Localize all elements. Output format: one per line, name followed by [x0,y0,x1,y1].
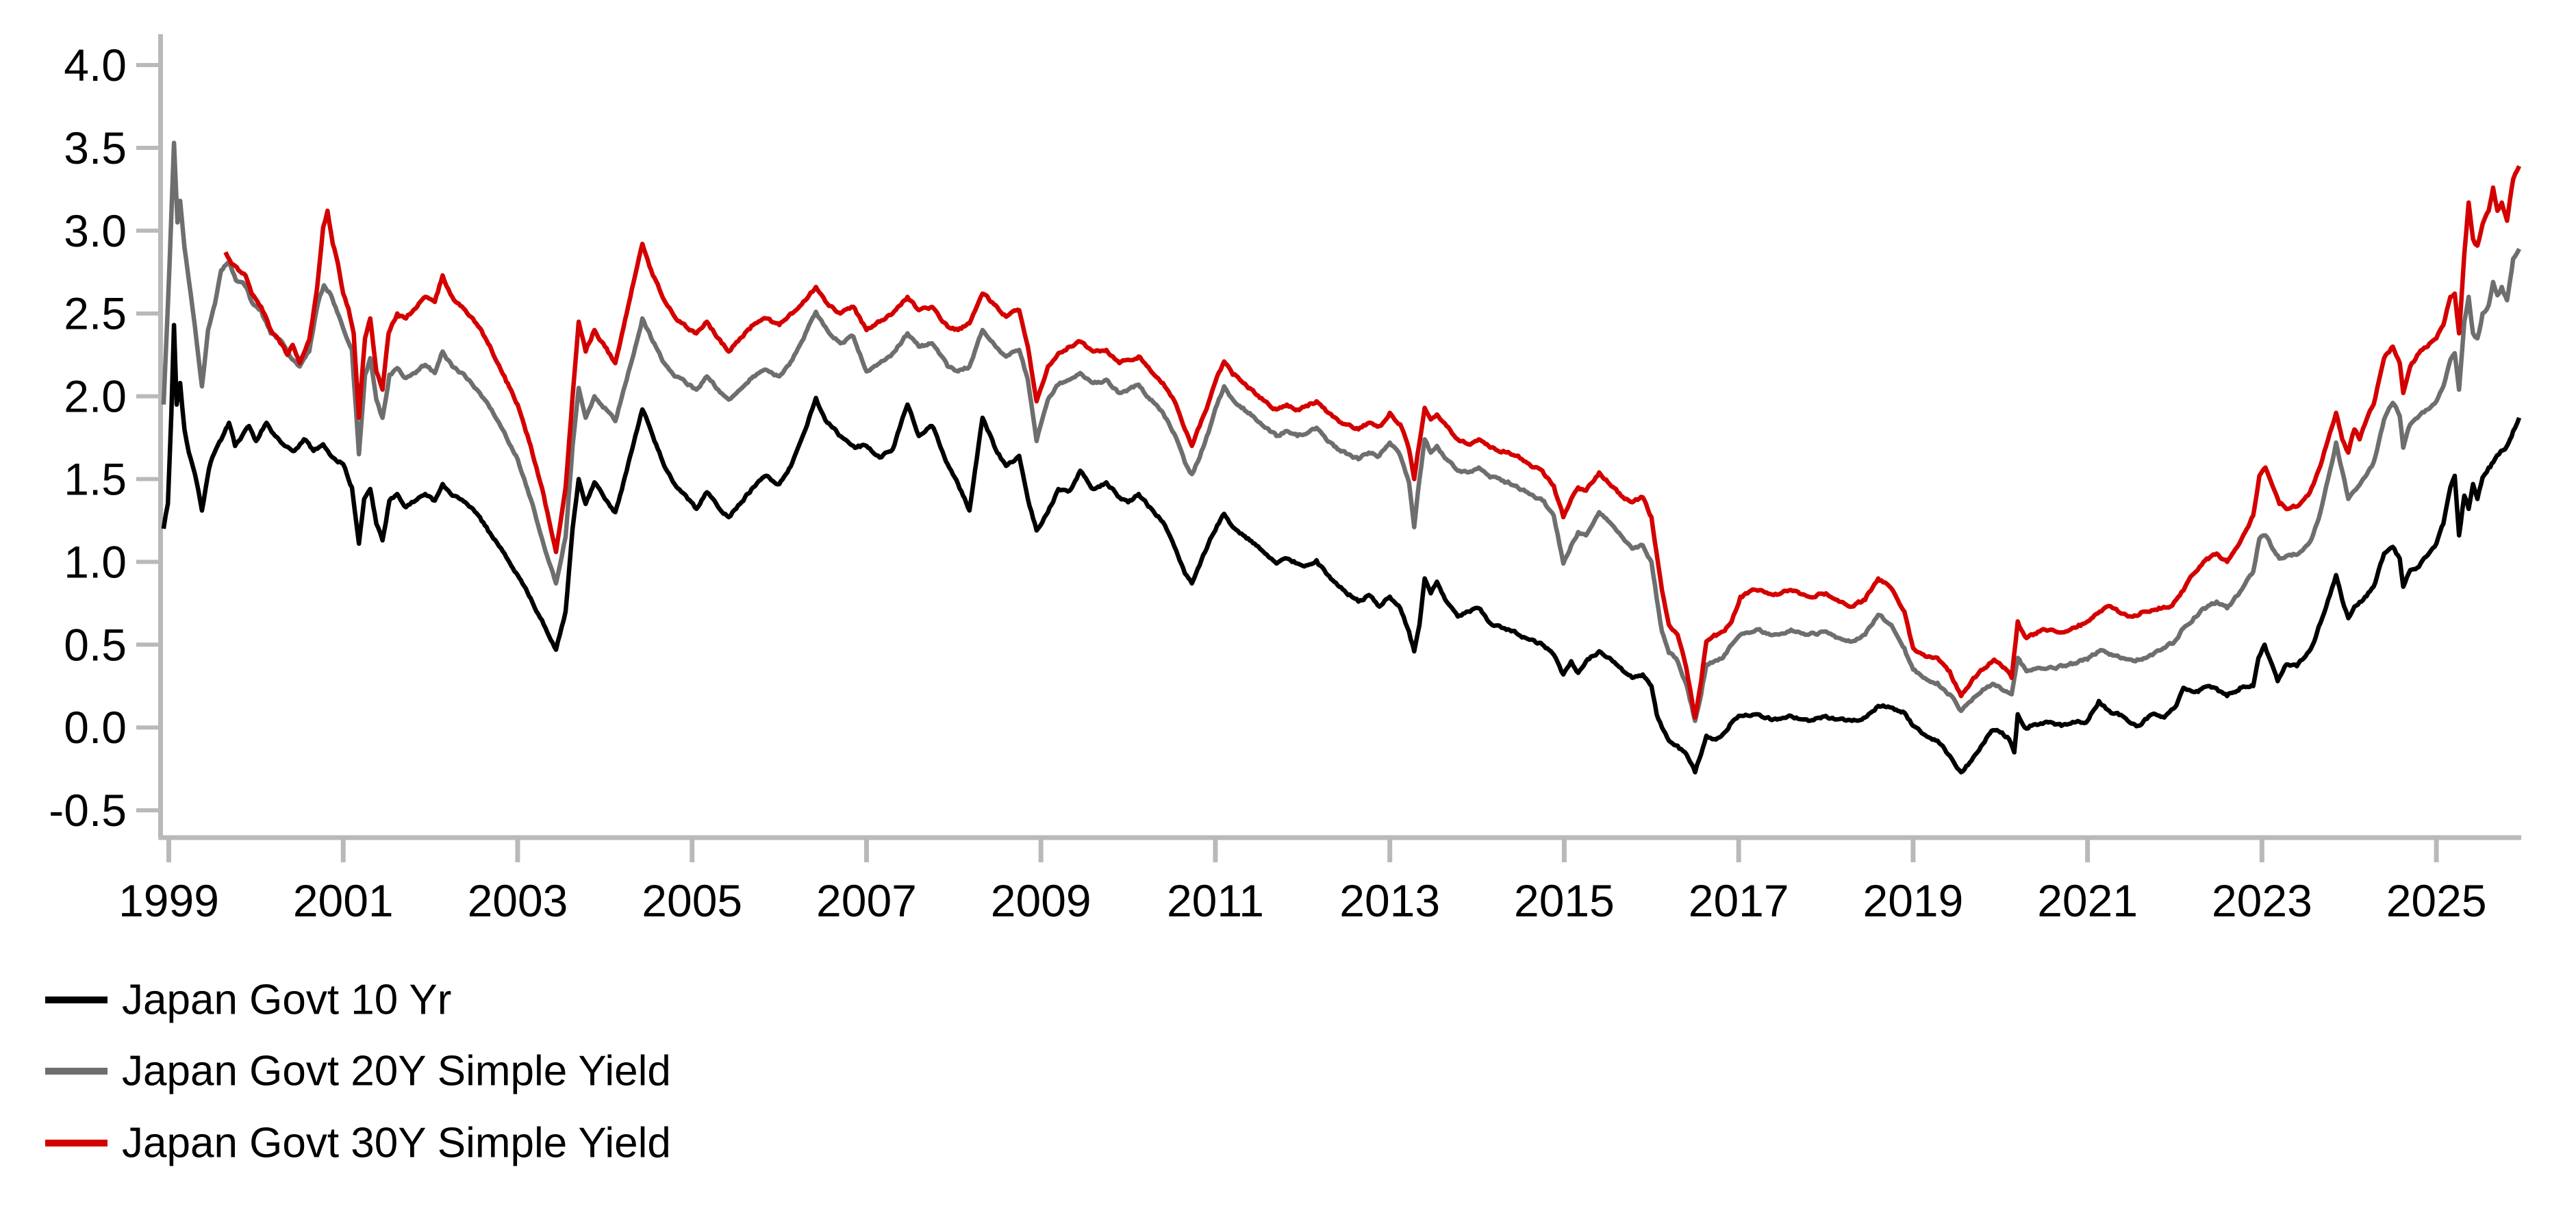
x-tick-label: 2017 [1689,875,1789,926]
legend-label-3: Japan Govt 30Y Simple Yield [122,1120,671,1167]
x-tick-label: 2003 [468,875,568,926]
y-tick-label: 2.5 [64,288,127,339]
y-tick-label: 1.0 [64,536,127,587]
y-tick-label: 2.0 [64,371,127,422]
series-line-japan-govt-10-yr [161,323,2522,775]
x-tick-label: 2001 [293,875,394,926]
x-tick-label: 2019 [1862,875,1963,926]
x-tick-label: 2011 [1167,875,1264,926]
y-tick-label: 3.0 [64,205,127,256]
y-tick-label: 0.0 [64,702,127,753]
x-tick-label: 2007 [816,875,917,926]
series-line-japan-govt-20y-simple-yield [161,140,2521,723]
x-tick-label: 2005 [642,875,742,926]
y-tick-label: -0.5 [49,785,127,836]
y-tick-label: 3.5 [64,123,127,173]
y-tick-label: 0.5 [64,619,127,670]
x-tick-label: 2015 [1514,875,1615,926]
x-tick-label: 2009 [991,875,1091,926]
y-tick-label: 1.5 [64,454,127,505]
legend-label-2: Japan Govt 20Y Simple Yield [122,1048,671,1095]
x-tick-label: 2013 [1339,875,1440,926]
legend-label-1: Japan Govt 10 Yr [122,977,451,1024]
x-tick-label: 1999 [118,875,219,926]
x-tick-label: 2023 [2212,875,2312,926]
series-line-japan-govt-30y-simple-yield [223,165,2522,720]
y-tick-label: 4.0 [64,40,127,90]
x-tick-label: 2025 [2386,875,2487,926]
x-tick-label: 2021 [2037,875,2138,926]
